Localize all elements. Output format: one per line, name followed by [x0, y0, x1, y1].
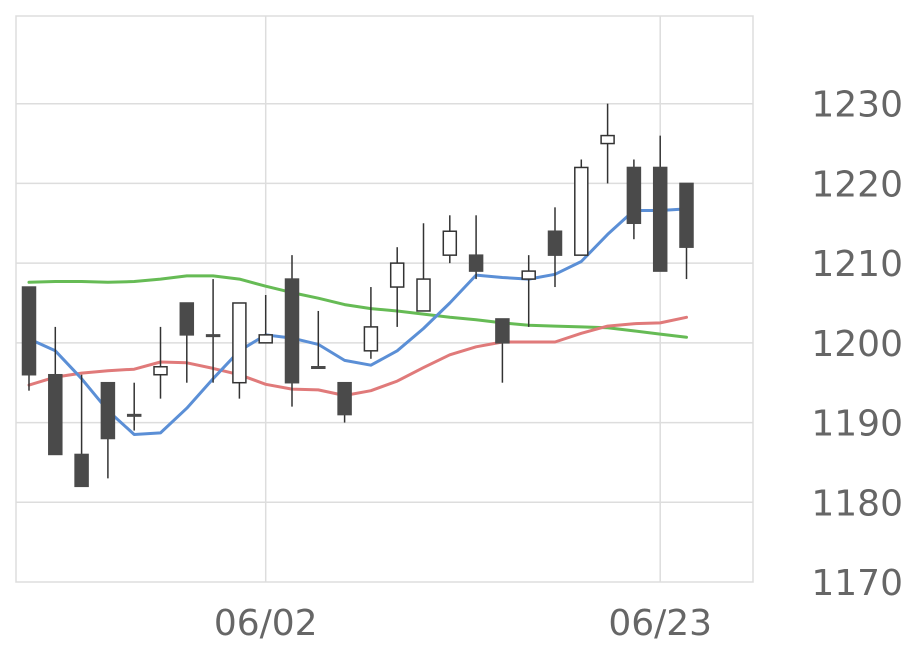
candle-body-down — [679, 182, 694, 248]
y-tick-label: 1200 — [811, 324, 903, 365]
candle — [258, 295, 273, 344]
candle-body-down — [100, 381, 116, 440]
candle — [574, 159, 589, 256]
candle — [600, 103, 615, 184]
y-tick-label: 1230 — [811, 85, 903, 126]
candle-body-down — [74, 453, 89, 488]
candle-body-up — [416, 278, 431, 312]
y-tick-label: 1180 — [811, 483, 903, 524]
candle — [74, 374, 89, 488]
candle-body-up — [258, 334, 273, 344]
candle-body-down — [547, 230, 563, 256]
candle-body-up — [153, 366, 168, 376]
candle — [363, 287, 379, 359]
y-tick-label: 1190 — [811, 404, 903, 445]
candle — [495, 318, 510, 383]
y-tick-label: 1210 — [811, 244, 903, 285]
candle — [389, 247, 405, 327]
x-tick-label: 06/02 — [214, 603, 318, 644]
candle — [179, 302, 195, 383]
candle — [100, 381, 116, 479]
candle-body-up — [600, 134, 615, 145]
y-tick-label: 1170 — [811, 563, 903, 604]
candle — [626, 159, 642, 240]
candle — [337, 381, 352, 423]
candle — [153, 326, 168, 399]
candle — [547, 207, 563, 288]
candle-body-down — [652, 166, 668, 272]
candle-body-down — [495, 318, 510, 344]
ma-long-line — [27, 274, 688, 339]
candle-body-up — [521, 270, 536, 280]
ma-short-line — [27, 207, 688, 436]
candle-body-up — [442, 230, 458, 256]
candle — [679, 182, 694, 280]
candle-body-down — [21, 286, 37, 376]
candle — [311, 310, 326, 370]
candle — [284, 255, 300, 407]
candle-body-down — [126, 413, 142, 417]
candle-body-down — [468, 254, 484, 272]
candle — [652, 135, 668, 272]
candle — [468, 215, 484, 280]
candle-body-down — [337, 381, 352, 416]
candle-body-up — [574, 166, 589, 256]
candle-body-up — [232, 302, 247, 384]
candle — [416, 223, 431, 312]
candle-body-down — [48, 373, 63, 456]
candle — [442, 215, 458, 264]
candle-body-down — [284, 278, 300, 384]
y-axis-tick-labels: 1170 1180 1190 1200 1210 1220 1230 — [811, 85, 903, 604]
x-tick-label: 06/23 — [608, 603, 712, 644]
candle — [521, 255, 536, 327]
moving-average-lines — [27, 207, 688, 436]
candle-body-up — [363, 326, 379, 352]
plot-frame — [15, 15, 754, 583]
candle — [126, 382, 142, 431]
horizontal-gridlines — [16, 102, 753, 504]
candle — [48, 326, 63, 456]
candle-body-down — [626, 166, 642, 225]
candle-body-down — [311, 366, 326, 370]
candle-body-down — [205, 334, 221, 338]
candle — [232, 302, 247, 399]
candle — [21, 286, 37, 391]
x-axis-tick-labels: 06/02 06/23 — [214, 603, 712, 644]
candle — [205, 279, 221, 383]
y-tick-label: 1220 — [811, 164, 903, 205]
candles — [21, 103, 694, 488]
candle-body-up — [389, 262, 405, 288]
candle-body-down — [179, 302, 195, 336]
ma-mid-line — [27, 315, 688, 397]
